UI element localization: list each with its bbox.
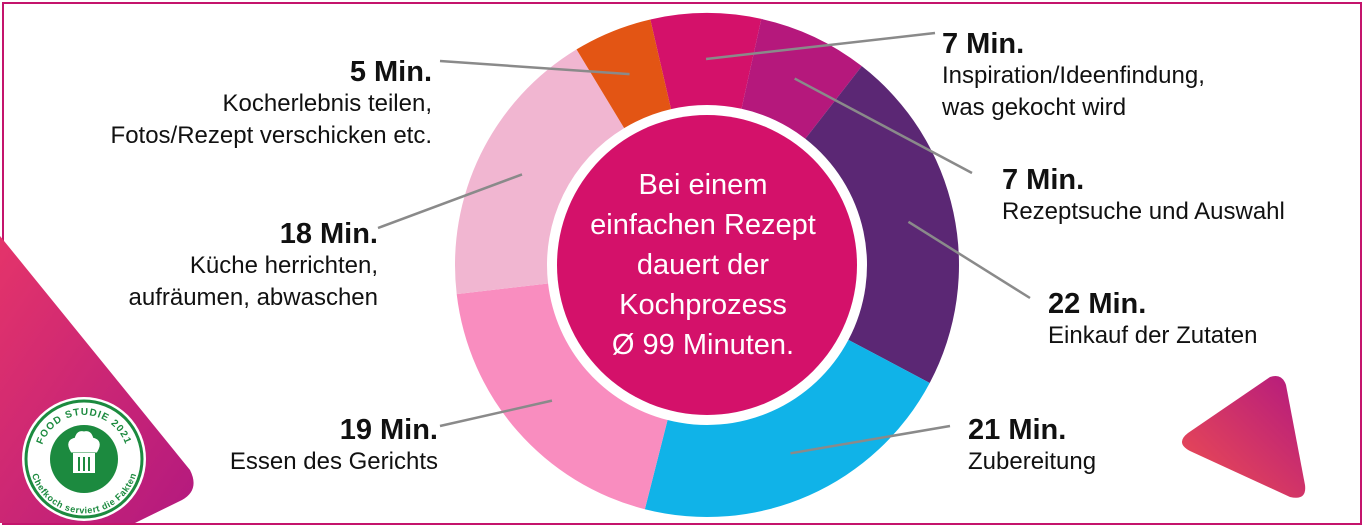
segment-description: Fotos/Rezept verschicken etc. <box>110 122 432 149</box>
segment-description: Rezeptsuche und Auswahl <box>1002 198 1285 225</box>
segment-label-kocherlebnis: 5 Min. Kocherlebnis teilen, Fotos/Rezept… <box>20 56 432 152</box>
segment-label-essen: 19 Min. Essen des Gerichts <box>150 414 438 478</box>
segment-label-inspiration: 7 Min. Inspiration/Ideenfindung, was gek… <box>942 28 1205 124</box>
leader-line <box>705 31 936 61</box>
leader-line <box>439 399 553 428</box>
leader-line <box>377 173 523 230</box>
segment-description: Küche herrichten, <box>189 252 378 279</box>
leader-line <box>790 424 951 455</box>
segment-minutes: 22 Min. <box>1048 288 1147 320</box>
segment-minutes: 5 Min. <box>349 56 432 88</box>
segment-label-einkauf: 22 Min. Einkauf der Zutaten <box>1048 288 1257 352</box>
leader-line <box>907 220 1031 300</box>
center-text-line: Bei einem <box>638 169 768 201</box>
segment-description: aufräumen, abwaschen <box>128 284 379 311</box>
segment-label-rezeptsuche: 7 Min. Rezeptsuche und Auswahl <box>1002 164 1285 228</box>
center-text: Bei einem einfachen Rezept dauert der Ko… <box>558 160 848 370</box>
segment-minutes: 7 Min. <box>1002 164 1085 196</box>
segment-label-zubereitung: 21 Min. Zubereitung <box>968 414 1096 478</box>
segment-description: Kocherlebnis teilen, <box>222 90 432 117</box>
segment-description: Einkauf der Zutaten <box>1048 322 1258 349</box>
segment-description: Zubereitung <box>968 448 1097 475</box>
food-studie-badge: FOOD STUDIE 2021 Chefkoch serviert die F… <box>22 397 146 521</box>
segment-description: was gekocht wird <box>942 94 1127 121</box>
donut-segment <box>644 339 930 517</box>
segment-minutes: 19 Min. <box>339 414 438 446</box>
leader-line <box>794 77 973 175</box>
donut-segment <box>455 49 625 295</box>
segment-minutes: 18 Min. <box>279 218 378 250</box>
segment-description: Essen des Gerichts <box>229 448 438 475</box>
center-text-line: dauert der <box>636 249 770 281</box>
donut-center <box>557 115 857 415</box>
chef-hat-icon <box>68 431 100 473</box>
donut-segment <box>456 283 668 510</box>
leader-line <box>439 59 630 76</box>
segment-minutes: 21 Min. <box>968 414 1067 446</box>
center-text-line: Kochprozess <box>619 289 787 321</box>
segment-label-kueche: 18 Min. Küche herrichten, aufräumen, abw… <box>40 218 379 314</box>
center-text-line: einfachen Rezept <box>590 209 816 241</box>
segment-description: Inspiration/Ideenfindung, <box>942 62 1205 89</box>
donut-segment <box>650 13 762 110</box>
donut-segment <box>741 18 862 139</box>
segment-minutes: 7 Min. <box>942 28 1025 60</box>
decorative-triangle-right <box>1181 376 1306 498</box>
center-text-line: Ø 99 Minuten. <box>611 329 795 361</box>
